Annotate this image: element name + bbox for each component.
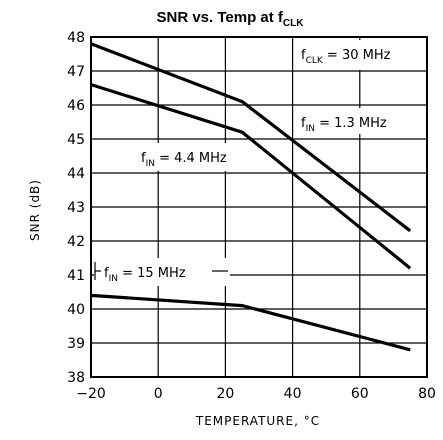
annotation-label: fIN = 15 MHz xyxy=(104,266,186,284)
x-tick-label: −20 xyxy=(76,386,106,402)
y-tick-label: 45 xyxy=(67,132,85,148)
annotation-label: fIN = 1.3 MHz xyxy=(301,116,387,134)
y-tick-label: 48 xyxy=(67,30,85,46)
series-line xyxy=(90,42,412,233)
annotation-backdrop xyxy=(94,258,230,286)
y-axis-label: SNR (dB) xyxy=(28,179,42,241)
y-tick-label: 44 xyxy=(67,166,85,182)
x-tick-label: 40 xyxy=(284,386,302,402)
annotations: fCLK = 30 MHz fIN = 1.3 MHz fIN = 4.4 MHz f… xyxy=(94,40,426,286)
chart-title-subscript: CLK xyxy=(283,18,304,29)
annotation-label: fCLK = 30 MHz xyxy=(301,48,391,66)
y-tick-label: 43 xyxy=(67,200,85,216)
y-tick-label: 38 xyxy=(67,370,85,386)
y-tick-label: 47 xyxy=(67,64,85,80)
grid xyxy=(90,36,428,378)
x-tick-label: 20 xyxy=(216,386,234,402)
x-tick-label: 60 xyxy=(351,386,369,402)
annotation-backdrop xyxy=(295,40,426,70)
x-tick-label: 80 xyxy=(418,386,436,402)
y-tick-label: 46 xyxy=(67,98,85,114)
annotation-backdrop xyxy=(295,108,426,134)
x-tick-label: 0 xyxy=(154,386,163,402)
chart-title-main: SNR vs. Temp at f xyxy=(157,9,284,26)
series-line xyxy=(90,83,412,270)
chart-title: SNR vs. Temp at fCLK xyxy=(157,9,305,29)
y-tick-label: 39 xyxy=(67,336,85,352)
series-line xyxy=(90,293,411,352)
annotation-backdrop xyxy=(135,143,253,171)
plot-frame xyxy=(90,36,428,378)
tick-labels: −20 0 20 40 60 80 38 39 40 41 42 43 44 45 46 47 48 xyxy=(67,30,436,402)
annotation-label: fIN = 4.4 MHz xyxy=(141,151,227,169)
series-lines xyxy=(90,42,412,352)
y-tick-label: 41 xyxy=(67,268,85,284)
y-tick-label: 40 xyxy=(67,302,85,318)
x-axis-label: TEMPERATURE, °C xyxy=(195,414,320,428)
y-tick-label: 42 xyxy=(67,234,85,250)
